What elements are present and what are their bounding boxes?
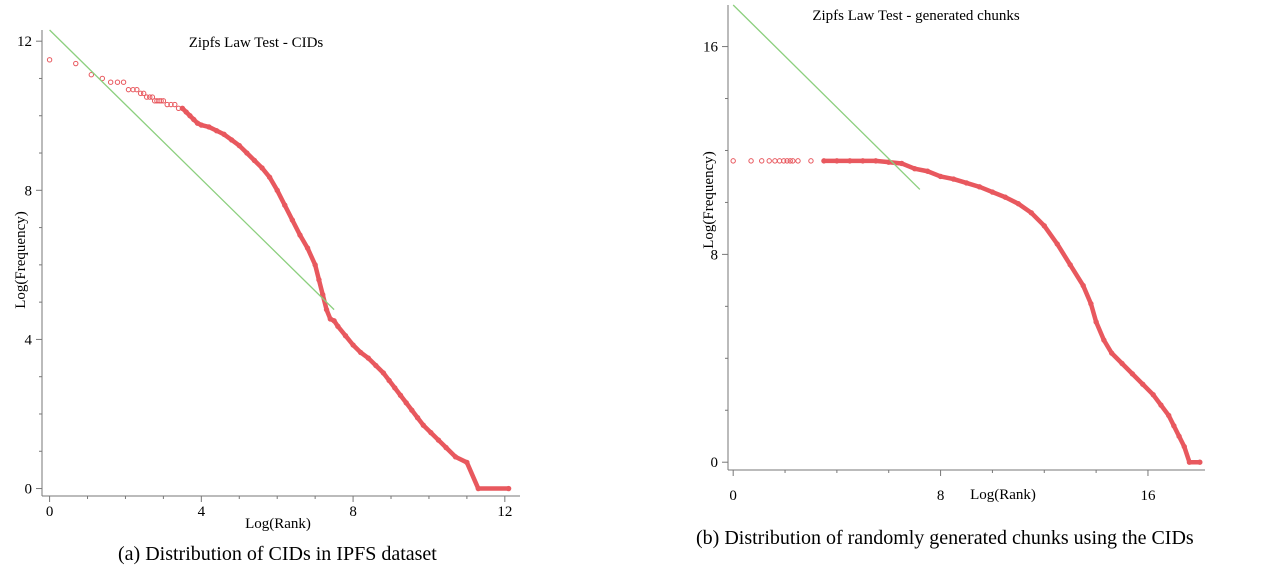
y-tick-label: 16: [703, 40, 719, 56]
y-axis-label: Log(Frequency): [701, 151, 717, 248]
data-trail: [1016, 201, 1034, 216]
data-trail: [305, 245, 318, 268]
x-tick-label: 8: [349, 504, 357, 520]
data-trail: [267, 175, 280, 193]
y-axis-label: Log(Frequency): [13, 211, 29, 308]
x-tick-label: 12: [497, 504, 512, 520]
data-point: [781, 158, 787, 164]
y-tick-label: 12: [17, 34, 32, 50]
chart-title: Zipfs Law Test - generated chunks: [812, 8, 1020, 24]
y-tick-label: 4: [25, 332, 33, 348]
chart-a: 0 4 8 12 0 4 8 12 Zipfs Law Test - CIDs Log(Rank)…: [13, 29, 520, 532]
data-trail: [316, 277, 325, 297]
data-trail: [964, 180, 982, 190]
data-trail: [1119, 361, 1135, 377]
x-axis-label: Log(Rank): [245, 516, 311, 532]
data-point: [730, 158, 736, 164]
data-point: [46, 57, 53, 63]
data-trail: [1003, 194, 1021, 206]
data-trail: [1140, 382, 1156, 397]
data-trail: [925, 169, 943, 179]
data-point: [130, 86, 136, 93]
data-point: [125, 86, 132, 93]
data-trail: [1054, 241, 1073, 268]
data-trail: [1093, 319, 1107, 343]
data-point: [172, 101, 178, 108]
data-trail: [977, 184, 995, 195]
data-point: [164, 101, 170, 108]
data-trail: [1088, 301, 1099, 325]
data-point: [158, 98, 164, 104]
data-trail: [274, 188, 288, 208]
caption-b: (b) Distribution of randomly generated c…: [696, 527, 1194, 549]
data-point: [149, 94, 156, 100]
data-trail: [1101, 337, 1114, 356]
data-point: [107, 79, 114, 85]
y-tick-label: 0: [711, 455, 719, 471]
data-trail: [464, 460, 481, 491]
y-tick-label: 0: [25, 482, 33, 498]
data-point: [160, 98, 167, 104]
data-trail: [312, 262, 322, 283]
data-trail: [1109, 350, 1125, 366]
figure-b: 0 8 16 0 8 16 Zipfs Law Test - generated chunk…: [690, 0, 1270, 575]
data-point: [759, 158, 765, 164]
x-tick-label: 0: [729, 488, 737, 504]
caption-a: (a) Distribution of CIDs in IPFS dataset: [118, 543, 437, 565]
x-tick-label: 8: [937, 488, 945, 504]
chart-title: Zipfs Law Test - CIDs: [189, 35, 324, 51]
data-trail: [297, 232, 310, 251]
data-trail: [1042, 223, 1060, 247]
data-point: [790, 158, 796, 164]
data-point: [114, 79, 121, 85]
data-point: [795, 158, 801, 164]
y-tick-label: 8: [25, 183, 33, 199]
data-point: [808, 158, 814, 164]
y-tick-label: 8: [711, 247, 719, 263]
data-trail: [1182, 444, 1192, 465]
data-point: [120, 79, 127, 85]
x-tick-label: 0: [46, 504, 54, 520]
x-axis-label: Log(Rank): [970, 487, 1036, 503]
data-trail: [1029, 210, 1047, 229]
data-point: [134, 86, 140, 93]
data-point: [140, 90, 147, 97]
x-tick-label: 4: [198, 504, 206, 520]
data-point: [748, 158, 754, 164]
data-trail: [951, 176, 969, 186]
data-point: [137, 90, 144, 97]
data-trail: [1080, 283, 1094, 306]
zipf-reference-line: [49, 29, 335, 311]
data-point: [144, 94, 150, 100]
data-point: [168, 101, 174, 108]
data-trail: [282, 202, 295, 223]
figure-a: 0 4 8 12 0 4 8 12 Zipfs Law Test - CIDs Log(Rank)…: [0, 0, 560, 575]
data-point: [787, 158, 793, 164]
data-trail: [290, 217, 303, 238]
zipf-reference-line: [732, 4, 921, 190]
chart-b: 0 8 16 0 8 16 Zipfs Law Test - generated chunk…: [701, 4, 1205, 504]
data-point: [99, 75, 106, 82]
data-point: [766, 158, 772, 164]
data-trail: [320, 292, 329, 312]
data-trail: [1130, 371, 1146, 387]
x-tick-label: 16: [1140, 488, 1156, 504]
data-point: [73, 60, 79, 67]
data-trail: [1067, 262, 1086, 288]
data-point: [784, 158, 790, 164]
data-point: [772, 158, 778, 164]
data-point: [147, 94, 153, 100]
data-trail: [990, 189, 1008, 200]
data-point: [88, 72, 95, 78]
data-trail: [899, 161, 917, 171]
